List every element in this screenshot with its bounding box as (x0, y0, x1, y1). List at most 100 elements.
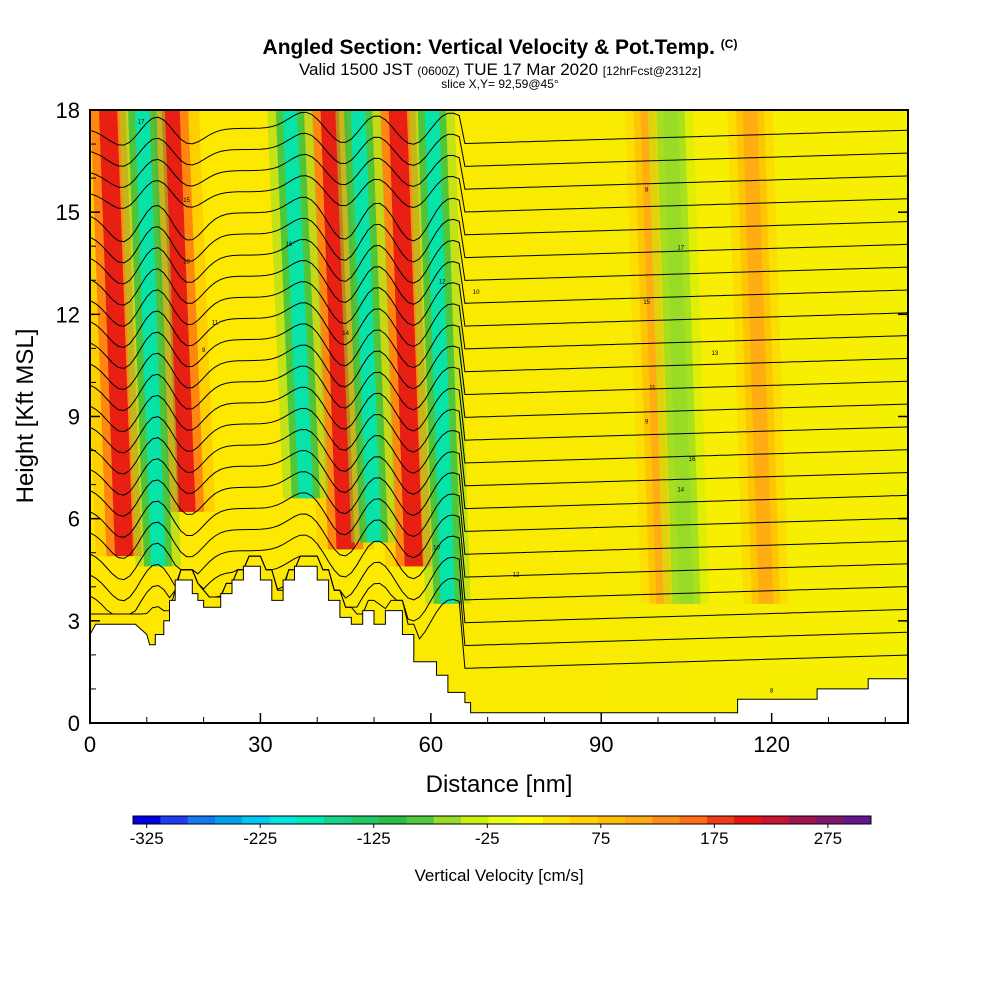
colorbar-swatch (406, 816, 435, 824)
colorbar-swatch (570, 816, 599, 824)
isentrope-label: 10 (473, 290, 480, 296)
y-tick-label: 18 (56, 98, 80, 123)
y-tick-label: 9 (68, 405, 80, 430)
y-axis: 0 3 6 9 12 15 18 (56, 98, 908, 736)
colorbar-swatch (324, 816, 353, 824)
velocity-band-layer (350, 110, 382, 543)
isentrope-line (90, 281, 908, 327)
y-tick-label: 12 (56, 302, 80, 327)
colorbar-swatch (351, 816, 380, 824)
x-tick-label: 90 (589, 732, 613, 757)
isentrope-label: 16 (689, 457, 696, 463)
colorbar-tick-label: -125 (357, 829, 391, 848)
colorbar-swatch (543, 816, 571, 824)
isentrope-label: 15 (183, 198, 190, 204)
valid-forecast: [12hrFcst@2312z] (602, 64, 702, 78)
colorbar-swatch (625, 816, 653, 824)
colorbar-swatch (652, 816, 681, 824)
plot-area: 17 15 13 11 9 16 14 12 10 8 17 15 13 11 9 16 14 12 10 8 (90, 110, 908, 723)
colorbar-swatch (488, 816, 517, 824)
isentrope-line (90, 302, 908, 350)
isentrope-label: 13 (712, 351, 719, 357)
velocity-band-layer (320, 110, 355, 550)
valid-prefix: Valid 1500 JST (298, 60, 413, 79)
chart-title: Angled Section: Vertical Velocity & Pot.… (0, 36, 1000, 60)
colorbar-swatch (843, 816, 872, 824)
chart-title-mark: (C) (720, 37, 738, 51)
y-tick-label: 6 (68, 507, 80, 532)
colorbar-swatch (242, 816, 271, 824)
colorbar: -325 -225 -125 -25 75 175 275 (130, 815, 872, 848)
valid-date: TUE 17 Mar 2020 (463, 60, 599, 79)
colorbar-swatch (269, 816, 298, 824)
velocity-band-layer (424, 110, 456, 604)
x-tick-label: 120 (753, 732, 790, 757)
x-tick-label: 60 (419, 732, 443, 757)
isentrope-line (90, 344, 908, 396)
chart-title-text: Angled Section: Vertical Velocity & Pot.… (262, 36, 715, 59)
isentrope-line (90, 111, 908, 146)
terrain (90, 565, 908, 723)
isentrope-line (90, 407, 908, 464)
isentrope-line (90, 217, 908, 264)
isentrope-line (90, 492, 908, 555)
isentrope-line (90, 386, 908, 441)
velocity-bands (90, 110, 789, 604)
isentrope-label: 16 (285, 242, 292, 248)
colorbar-swatch (133, 816, 161, 824)
isentrope-line (90, 555, 908, 647)
isentrope-line (90, 238, 908, 285)
x-tick-label: 0 (84, 732, 96, 757)
valid-utc: (0600Z) (417, 64, 460, 78)
colorbar-tick-label: 75 (591, 829, 610, 848)
isentrope-label: 14 (342, 331, 349, 337)
isentrope-line (90, 175, 908, 213)
isentrope-line (90, 450, 908, 510)
isentrope-label: 11 (649, 385, 656, 391)
velocity-band (335, 110, 397, 543)
colorbar-swatch (379, 816, 407, 824)
isentrope-line (90, 196, 908, 243)
isentrope-line (90, 534, 908, 601)
colorbar-swatch (297, 816, 325, 824)
velocity-band-layer (98, 110, 134, 557)
colorbar-swatch (215, 816, 243, 824)
isentrope-line (90, 153, 908, 190)
velocity-band-layer (134, 110, 166, 567)
colorbar-swatch (433, 816, 462, 824)
isentrope-label: 9 (645, 419, 649, 425)
colorbar-tick-label: -225 (243, 829, 277, 848)
y-tick-label: 3 (68, 609, 80, 634)
colorbar-frame (132, 815, 872, 825)
isentrope-label: 11 (212, 321, 219, 327)
velocity-band (727, 110, 789, 604)
y-tick-label: 0 (68, 711, 80, 736)
colorbar-swatch (734, 816, 763, 824)
isentrope-label: 9 (202, 348, 206, 354)
isentrope-label: 17 (138, 120, 145, 126)
colorbar-swatch (789, 816, 817, 824)
valid-line: Valid 1500 JST (0600Z) TUE 17 Mar 2020 [… (0, 60, 1000, 80)
x-tick-label: 30 (248, 732, 272, 757)
y-axis-label: Height [Kft MSL] (12, 329, 39, 504)
x-axis-label: Distance [nm] (426, 771, 573, 798)
slice-info: slice X,Y= 92,59@45° (441, 77, 559, 91)
isentrope-label: 8 (770, 688, 774, 694)
velocity-band-layer (663, 110, 694, 604)
isentrope-label: 10 (433, 545, 440, 551)
velocity-band (409, 110, 471, 604)
colorbar-swatch (597, 816, 626, 824)
isentrope-label: 17 (677, 246, 684, 252)
isentrope-line (90, 555, 908, 624)
colorbar-swatch (816, 816, 845, 824)
isentrope-label: 12 (513, 573, 520, 579)
isentrope-contours (90, 111, 908, 669)
colorbar-swatch (515, 816, 544, 824)
isentrope-label: 8 (645, 188, 649, 194)
colorbar-tick-label: 275 (814, 829, 842, 848)
x-axis: 0 30 60 90 120 (84, 713, 886, 757)
velocity-band-layer (161, 110, 196, 512)
colorbar-swatch (461, 816, 489, 824)
colorbar-label: Vertical Velocity [cm/s] (414, 866, 583, 885)
